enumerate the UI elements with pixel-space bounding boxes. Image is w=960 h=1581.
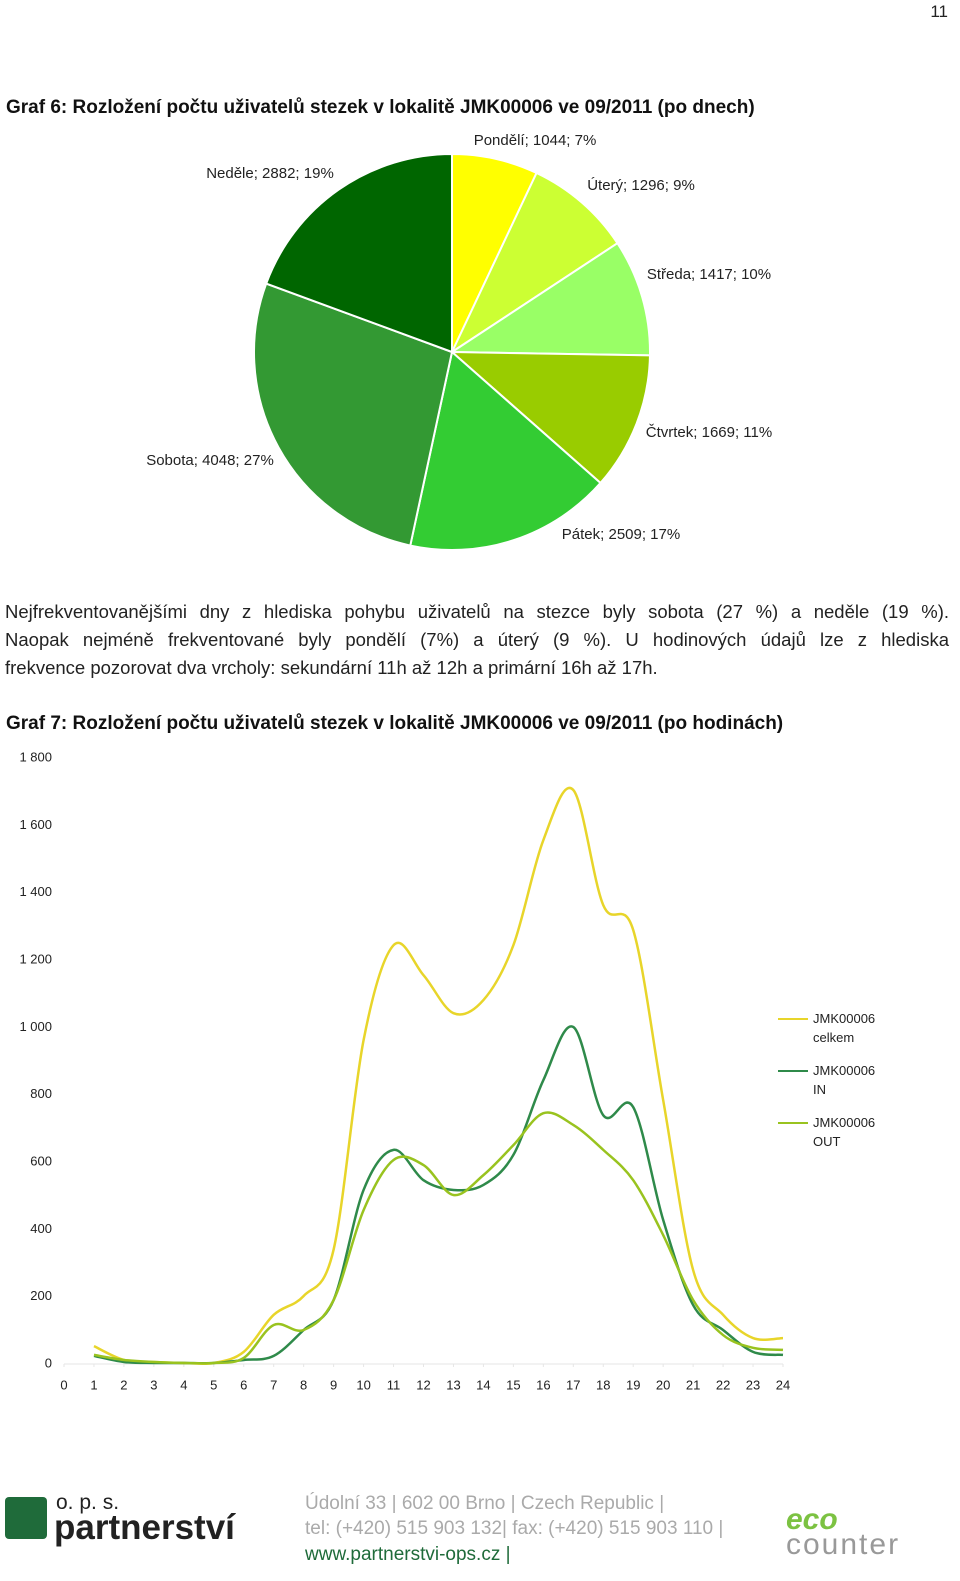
x-tick-label: 14 (476, 1377, 490, 1392)
x-tick-label: 12 (416, 1377, 430, 1392)
x-tick-label: 19 (626, 1377, 640, 1392)
x-tick-label: 21 (686, 1377, 700, 1392)
chart-title: Graf 6: Rozložení počtu uživatelů stezek… (6, 97, 755, 118)
y-tick-label: 600 (30, 1153, 52, 1168)
pie-slice (449, 350, 651, 485)
x-tick-label: 0 (60, 1377, 67, 1392)
logo-name: partnerství (54, 1508, 235, 1547)
logo-small: o. p. s. (56, 1491, 120, 1514)
x-tick-label: 20 (656, 1377, 670, 1392)
y-tick-label: 1 400 (19, 884, 52, 899)
x-tick-label: 2 (120, 1377, 127, 1392)
y-tick-label: 1 800 (19, 749, 52, 764)
y-tick-label: 1 600 (19, 817, 52, 832)
x-tick-label: 24 (776, 1377, 790, 1392)
x-tick-label: 16 (536, 1377, 550, 1392)
x-tick-label: 11 (387, 1377, 401, 1392)
slice-label: Neděle; 2882; 19% (206, 165, 334, 182)
page-number: 11 (930, 2, 948, 21)
legend-swatch (778, 1070, 808, 1072)
paragraph-line: frekvence pozorovat dva vrcholy: sekundá… (5, 657, 658, 678)
web-link: www.partnerstvi-ops.cz | (305, 1544, 511, 1565)
y-tick-label: 0 (45, 1355, 52, 1370)
x-tick-label: 8 (300, 1377, 307, 1392)
legend-swatch (778, 1122, 808, 1124)
legend-label: JMK00006 OUT (813, 1115, 876, 1149)
legend-label: JMK00006 celkem (813, 1011, 876, 1045)
pie-slice (253, 282, 454, 547)
y-tick-label: 200 (30, 1288, 52, 1303)
pie-slice (449, 171, 619, 355)
x-tick-label: 4 (180, 1377, 187, 1392)
x-tick-label: 18 (596, 1377, 610, 1392)
paragraph-line: Naopak nejméně frekventované byly ponděl… (5, 629, 949, 650)
x-tick-label: 10 (356, 1377, 370, 1392)
series-line (93, 786, 784, 1366)
y-tick-label: 1 200 (19, 951, 52, 966)
chart-title: Graf 7: Rozložení počtu uživatelů stezek… (6, 713, 784, 734)
legend-swatch (778, 1018, 808, 1020)
address-line: tel: (+420) 515 903 132| fax: (+420) 515… (305, 1518, 724, 1539)
slice-label: Pondělí; 1044; 7% (474, 132, 597, 149)
slice-label: Čtvrtek; 1669; 11% (646, 424, 772, 441)
x-tick-label: 17 (566, 1377, 580, 1392)
x-tick-label: 5 (210, 1377, 217, 1392)
legend-label: JMK00006 IN (813, 1063, 876, 1097)
logo-eco: eco (786, 1503, 838, 1536)
line-chart: 0 200 400 600 800 1 000 1 200 1 400 1 600 1 800 0 1… (19, 749, 790, 1392)
x-tick-label: 7 (270, 1377, 277, 1392)
x-tick-label: 15 (506, 1377, 520, 1392)
x-tick-label: 3 (150, 1377, 157, 1392)
x-tick-label: 6 (240, 1377, 247, 1392)
logo-icon (5, 1497, 47, 1539)
y-tick-label: 800 (30, 1086, 52, 1101)
y-tick-label: 1 000 (19, 1019, 52, 1034)
address-line: Údolní 33 | 602 00 Brno | Czech Republic… (305, 1493, 665, 1514)
paragraph: Nejfrekventovanějšími dny z hlediska poh… (5, 598, 949, 682)
pie-slice (264, 152, 453, 354)
slice-label: Úterý; 1296; 9% (587, 177, 695, 194)
x-tick-label: 23 (746, 1377, 760, 1392)
slice-label: Pátek; 2509; 17% (562, 526, 680, 543)
x-tick-label: 22 (716, 1377, 730, 1392)
pie-chart: Pondělí; 1044; 7% Úterý; 1296; 9% Středa; … (146, 132, 772, 551)
x-tick-label: 1 (90, 1377, 97, 1392)
slice-label: Sobota; 4048; 27% (146, 452, 274, 469)
series-line (93, 1111, 784, 1365)
y-tick-label: 400 (30, 1221, 52, 1236)
logo-counter: counter (786, 1528, 901, 1561)
slice-label: Středa; 1417; 10% (647, 266, 771, 283)
x-tick-label: 9 (330, 1377, 337, 1392)
x-tick-label: 13 (446, 1377, 460, 1392)
pie-slice (448, 241, 651, 357)
paragraph-line: Nejfrekventovanějšími dny z hlediska poh… (5, 601, 949, 622)
pie-slice (409, 350, 602, 551)
